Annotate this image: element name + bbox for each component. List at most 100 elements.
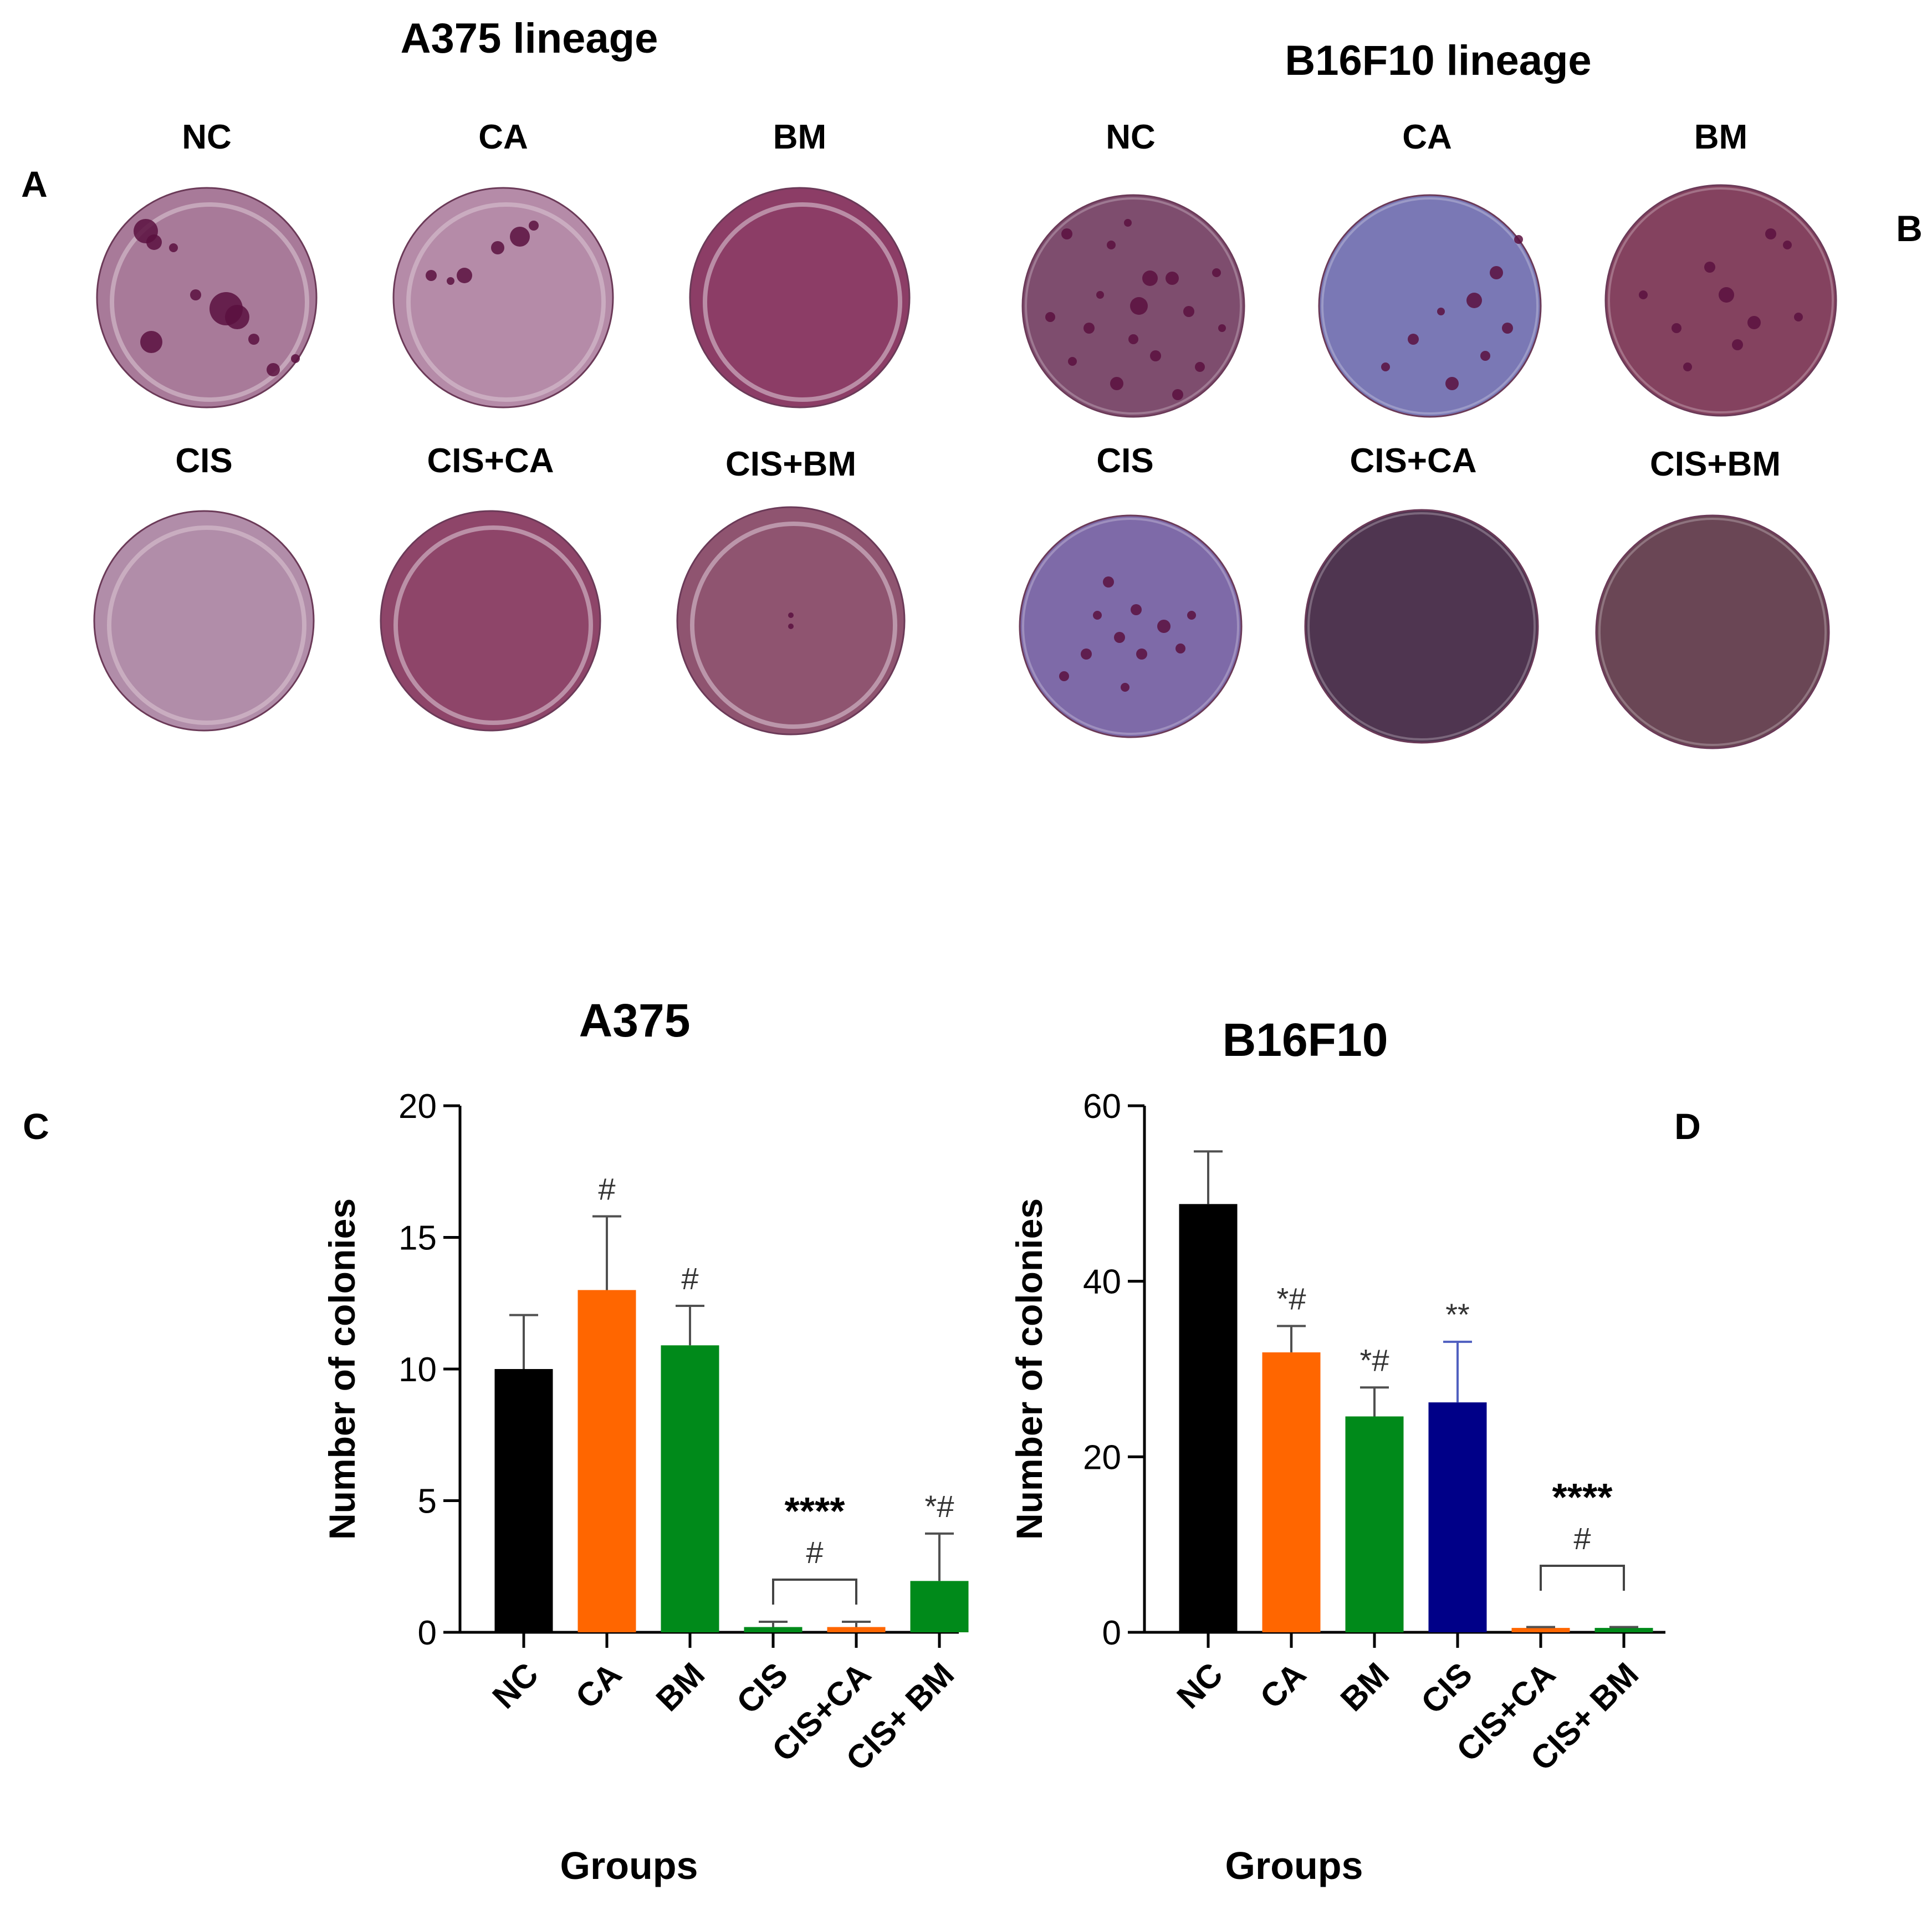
dish-a375-cis-ca <box>380 510 601 732</box>
colony <box>1157 620 1171 633</box>
colony <box>1704 262 1715 273</box>
significance-marker: ** <box>1445 1297 1470 1332</box>
colony <box>1131 604 1142 615</box>
x-tick-label: CIS <box>1414 1656 1479 1721</box>
colony <box>1096 291 1104 299</box>
significance-marker: *# <box>1360 1342 1389 1377</box>
dish-plate <box>93 510 315 732</box>
colony <box>1187 611 1196 620</box>
panel-letter-b: B <box>1896 208 1923 249</box>
x-axis-label: Groups <box>1225 1844 1363 1887</box>
colony <box>1166 272 1179 285</box>
x-tick-label: CA <box>1253 1656 1313 1716</box>
x-tick-label: NC <box>1170 1656 1230 1716</box>
petri-dishes <box>93 184 1837 749</box>
significance-marker: # <box>681 1261 698 1296</box>
x-axis-label: Groups <box>560 1844 698 1887</box>
dish-label-a375-cis-ca: CIS+CA <box>427 442 554 480</box>
dish-rim <box>110 202 309 402</box>
colony <box>1437 308 1445 315</box>
colony <box>1502 323 1513 334</box>
colony <box>1107 241 1116 249</box>
colony <box>1103 576 1114 588</box>
dish-plate <box>676 506 906 736</box>
colony <box>1212 268 1221 277</box>
colony <box>529 221 539 231</box>
x-tick-label: BM <box>1333 1656 1396 1718</box>
y-tick-label: 20 <box>398 1087 437 1126</box>
bar <box>1345 1416 1404 1632</box>
dish-label-b16-cis: CIS <box>1096 442 1153 480</box>
bar <box>1428 1402 1487 1632</box>
dish-b16-nc <box>1021 194 1245 418</box>
colony <box>1124 219 1132 227</box>
dish-plate <box>96 187 318 408</box>
dish-panels: A375 lineage B16F10 lineage A B NC CA BM… <box>21 15 1923 749</box>
dish-a375-cis <box>93 510 315 732</box>
dish-rim <box>703 202 902 402</box>
colony <box>1218 324 1226 332</box>
dish-plate <box>1595 514 1830 749</box>
colony <box>1083 323 1095 334</box>
dish-a375-ca <box>392 187 614 408</box>
dish-rim <box>393 525 593 725</box>
bar <box>1262 1352 1321 1632</box>
dish-label-a375-cis: CIS <box>175 442 232 480</box>
colony <box>1195 362 1205 372</box>
colony <box>146 234 162 250</box>
y-tick-label: 60 <box>1083 1087 1121 1126</box>
colony <box>1183 306 1194 317</box>
colony <box>1081 648 1092 660</box>
dish-plate <box>1318 194 1542 418</box>
panel-letter-a: A <box>21 164 48 205</box>
dish-plate <box>1304 509 1539 744</box>
bar <box>661 1345 719 1632</box>
y-tick-label: 5 <box>418 1483 437 1521</box>
bar <box>910 1581 969 1632</box>
colony <box>1150 350 1161 361</box>
significance-marker: *# <box>1277 1281 1306 1316</box>
panel-letter: C <box>23 1106 49 1147</box>
colony <box>291 354 300 363</box>
colony <box>1765 228 1776 239</box>
colony <box>1514 235 1523 244</box>
colony <box>491 241 504 254</box>
b16f10-lineage-title: B16F10 lineage <box>1285 37 1591 84</box>
colony <box>1142 270 1158 286</box>
dish-rim <box>1025 197 1242 415</box>
x-tick-label: CIS <box>729 1656 795 1721</box>
panel-letter: D <box>1674 1106 1701 1147</box>
colony <box>1110 377 1123 390</box>
bar <box>744 1627 803 1632</box>
colony <box>1093 611 1102 620</box>
colony <box>1045 312 1055 322</box>
significance-bracket <box>1540 1565 1625 1591</box>
y-tick-label: 20 <box>1083 1438 1121 1477</box>
dish-b16-bm <box>1604 184 1837 417</box>
significance-marker: *# <box>925 1489 954 1524</box>
dish-plate <box>1019 514 1243 738</box>
colony <box>1445 377 1459 390</box>
colony <box>426 270 437 281</box>
bar <box>1594 1628 1653 1632</box>
colony <box>1061 228 1072 239</box>
y-tick-label: 15 <box>398 1219 437 1258</box>
colony <box>1794 313 1803 321</box>
colony <box>1130 297 1148 315</box>
colony <box>1732 339 1743 350</box>
colony <box>457 268 472 283</box>
colony <box>1121 683 1129 692</box>
dish-b16-cis <box>1019 514 1243 738</box>
colony <box>1136 648 1147 660</box>
chart-title: A375 <box>579 994 691 1046</box>
colony <box>248 334 259 345</box>
dish-b16-cis-ca <box>1304 509 1539 744</box>
x-tick-label: CA <box>569 1656 629 1716</box>
dish-rim <box>1022 518 1239 735</box>
y-tick-label: 10 <box>398 1351 437 1389</box>
dish-plate <box>689 187 911 408</box>
dish-rim <box>107 525 306 725</box>
bar <box>1179 1204 1238 1632</box>
colony <box>1747 316 1761 329</box>
